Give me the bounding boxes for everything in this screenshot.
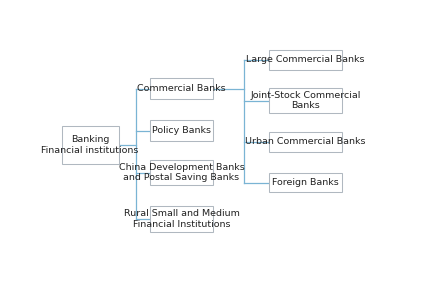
Text: Rural Small and Medium
Financial Institutions: Rural Small and Medium Financial Institu… bbox=[124, 209, 240, 229]
Text: Commercial Banks: Commercial Banks bbox=[137, 84, 226, 93]
FancyBboxPatch shape bbox=[150, 206, 213, 232]
FancyBboxPatch shape bbox=[269, 172, 342, 193]
FancyBboxPatch shape bbox=[61, 126, 119, 164]
FancyBboxPatch shape bbox=[150, 78, 213, 99]
Text: Joint-Stock Commercial
Banks: Joint-Stock Commercial Banks bbox=[250, 91, 361, 110]
FancyBboxPatch shape bbox=[269, 88, 342, 113]
FancyBboxPatch shape bbox=[269, 50, 342, 70]
Text: Urban Commercial Banks: Urban Commercial Banks bbox=[245, 137, 366, 146]
FancyBboxPatch shape bbox=[150, 120, 213, 141]
FancyBboxPatch shape bbox=[150, 160, 213, 185]
Text: Policy Banks: Policy Banks bbox=[152, 126, 211, 135]
Text: China Development Banks
and Postal Saving Banks: China Development Banks and Postal Savin… bbox=[119, 163, 244, 182]
Text: Banking
Financial institutions: Banking Financial institutions bbox=[41, 135, 139, 155]
Text: Large Commercial Banks: Large Commercial Banks bbox=[246, 55, 365, 64]
Text: Foreign Banks: Foreign Banks bbox=[272, 178, 339, 187]
FancyBboxPatch shape bbox=[269, 132, 342, 152]
